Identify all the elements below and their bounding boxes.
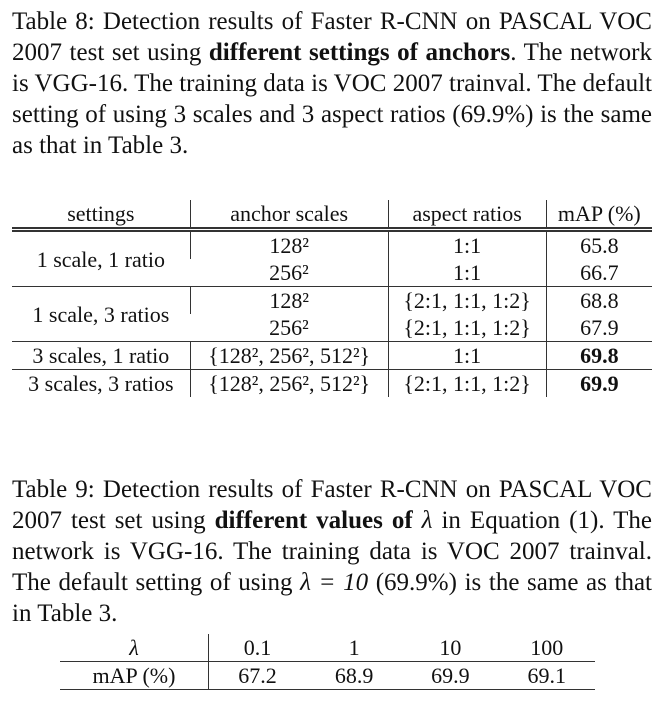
cell: 66.7 <box>545 259 652 287</box>
cell: 65.8 <box>545 229 652 259</box>
table-row: 1 scale, 3 ratios 128² {2:1, 1:1, 1:2} 68.8 <box>12 286 652 327</box>
cell: 69.9 <box>545 369 652 397</box>
header-cell: mAP (%) <box>545 200 652 230</box>
cell: 69.9 <box>431 663 470 688</box>
caption-text: Table 9: Detection results of Faster R-C… <box>12 476 652 534</box>
cell: 1:1 <box>387 341 547 370</box>
cell: 128² <box>189 286 389 314</box>
cell: 67.2 <box>238 663 277 688</box>
table: settings anchor scales aspect ratios mAP (%… <box>12 200 652 397</box>
cell: 68.9 <box>334 663 374 688</box>
caption: Table 8: Detection results of Faster R-C… <box>12 6 652 161</box>
setting-cell: 3 scales, 1 ratio <box>32 343 170 368</box>
header-cell: λ <box>60 634 209 662</box>
header-cell: 0.1 <box>243 635 272 660</box>
table-row: 3 scales, 1 ratio {128², 256², 512²} 1:1 69… <box>12 341 652 370</box>
cell: 128² <box>189 229 389 259</box>
header-cell: anchor scales <box>189 200 389 230</box>
cell: 69.1 <box>527 663 567 688</box>
table: λ 0.1 1 10 100 mAP (%) 67.2 68.9 69.9 69.1 <box>60 634 595 690</box>
cell: {2:1, 1:1, 1:2} <box>387 314 547 342</box>
cell: 67.9 <box>545 314 652 342</box>
caption: Table 9: Detection results of Faster R-C… <box>12 474 652 629</box>
caption-text: Table 8: Detection results of Faster R-C… <box>12 8 652 66</box>
caption-bold: different settings of anchors <box>208 39 511 66</box>
table-body: mAP (%) 67.2 68.9 69.9 69.1 <box>60 661 595 690</box>
setting-cell: 1 scale, 1 ratio <box>36 246 165 272</box>
caption-text: in Equation (1). The network is VGG-16. … <box>12 507 652 596</box>
setting-cell: 3 scales, 3 ratios <box>28 371 174 396</box>
table-row: 256² {2:1, 1:1, 1:2} 67.9 <box>12 314 652 342</box>
caption-math: λ <box>421 507 433 534</box>
cell: {128², 256², 512²} <box>189 369 389 397</box>
row-group: 1 scale, 1 ratio 128² 1:1 65.8 256² 1:1 66.7 <box>12 229 652 287</box>
cell: 1:1 <box>387 229 547 259</box>
cell: 68.8 <box>545 286 652 314</box>
table-row: 3 scales, 3 ratios {128², 256², 512²} {2:1… <box>12 369 652 397</box>
setting-cell: 1 scale, 3 ratios <box>32 301 170 327</box>
table-head: λ 0.1 1 10 100 <box>60 634 595 662</box>
cell: {2:1, 1:1, 1:2} <box>387 286 547 314</box>
caption-text: . The network is VGG-16. The training da… <box>12 39 652 159</box>
header-cell: 100 <box>530 635 564 660</box>
cell: {2:1, 1:1, 1:2} <box>387 369 547 397</box>
caption-text: (69.9%) is the same as that in Table 3. <box>12 569 652 627</box>
table-head: settings anchor scales aspect ratios mAP (%… <box>12 200 652 230</box>
row-group: 3 scales, 1 ratio {128², 256², 512²} 1:1 69… <box>12 341 652 370</box>
caption-bold: different values of <box>214 507 422 534</box>
header-cell: aspect ratios <box>387 200 547 230</box>
header-cell: 1 <box>348 635 360 660</box>
cell: 256² <box>269 260 309 285</box>
header-row: λ 0.1 1 10 100 <box>60 634 595 662</box>
table-row: 256² 1:1 66.7 <box>12 259 652 287</box>
cell: mAP (%) <box>60 661 209 690</box>
row-group: 1 scale, 3 ratios 128² {2:1, 1:1, 1:2} 68.8… <box>12 286 652 342</box>
header-cell: 10 <box>439 635 462 660</box>
cell: 1:1 <box>387 259 547 287</box>
caption-math: λ = 10 <box>300 569 369 596</box>
cell: 256² <box>269 315 309 340</box>
table-row: mAP (%) 67.2 68.9 69.9 69.1 <box>60 661 595 690</box>
table-row: 1 scale, 1 ratio 128² 1:1 65.8 <box>12 229 652 272</box>
header-cell: settings <box>67 201 135 226</box>
cell: {128², 256², 512²} <box>189 341 389 370</box>
row-group: 3 scales, 3 ratios {128², 256², 512²} {2:1… <box>12 369 652 397</box>
cell: 69.8 <box>545 341 652 370</box>
header-row: settings anchor scales aspect ratios mAP (%… <box>12 200 652 230</box>
